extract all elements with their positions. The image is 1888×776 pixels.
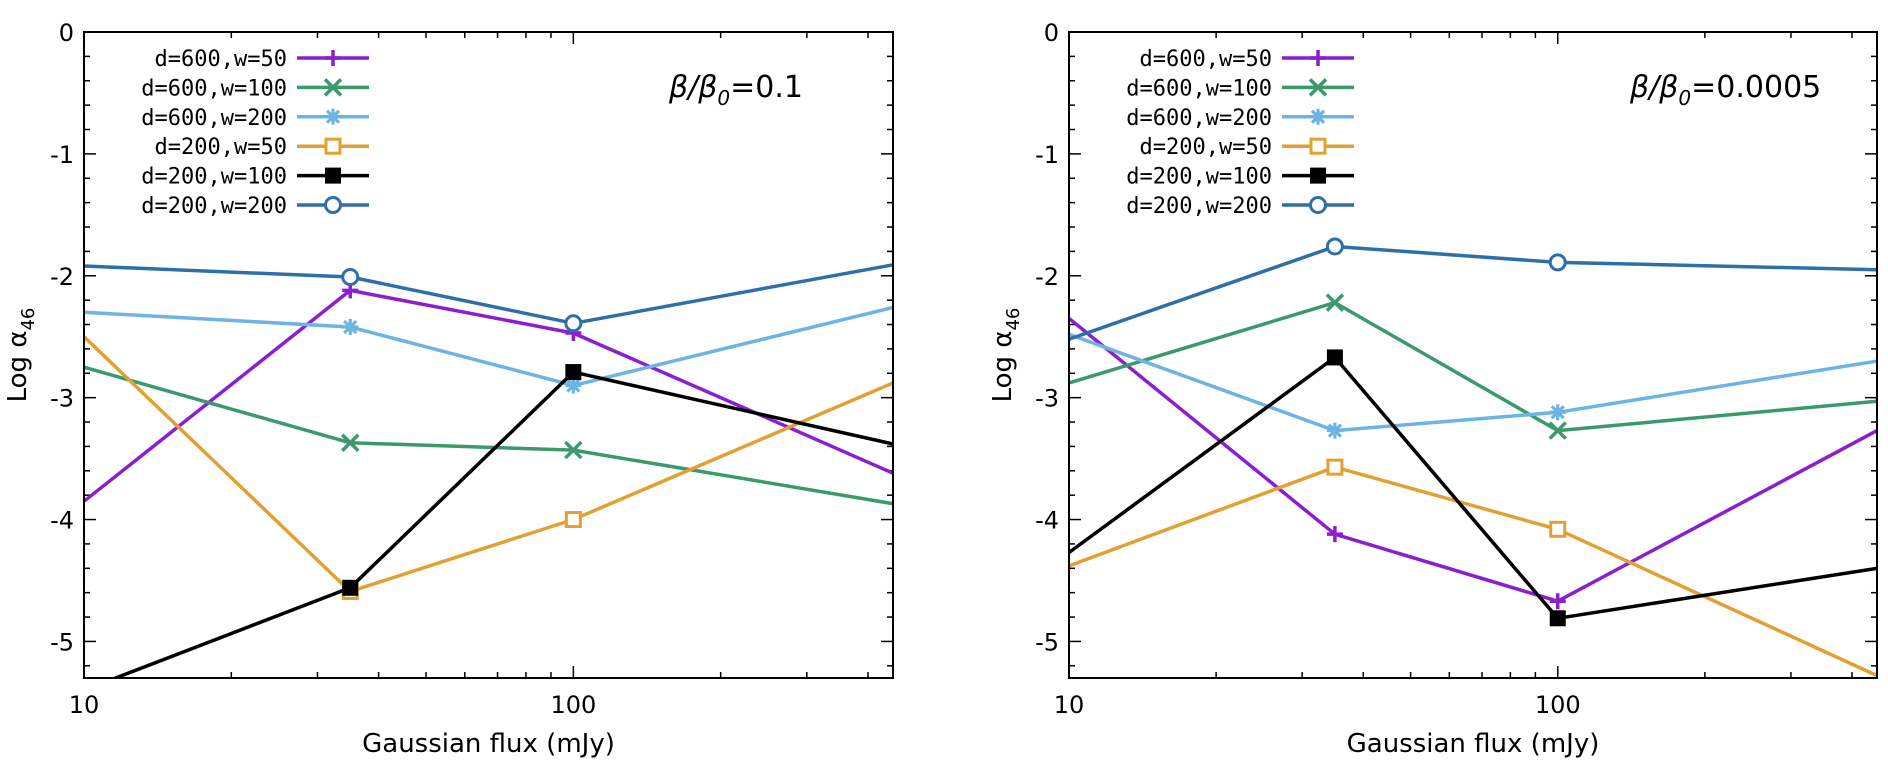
legend-marker-d=600,w=100 <box>323 78 343 97</box>
series-line-d=200,w=50 <box>84 335 893 594</box>
y-tick-label: -2 <box>1035 263 1059 291</box>
legend-marker-d=600,w=100 <box>1308 78 1328 97</box>
legend-marker-d=200,w=100 <box>1310 167 1326 184</box>
plot-area <box>84 263 893 678</box>
data-point-d=600,w=50 <box>1326 526 1343 543</box>
beta-subscript: 0 <box>717 86 730 110</box>
beta-value: =0.1 <box>730 70 803 105</box>
beta-annotation: β/β0=0.0005 <box>1629 70 1821 110</box>
legend-marker-d=200,w=100 <box>325 167 341 184</box>
y-tick-label: -5 <box>50 628 74 656</box>
data-point-d=600,w=100 <box>1548 421 1567 440</box>
legend-label: d=200,w=100 <box>141 165 287 190</box>
beta-symbol: β/β <box>668 70 717 105</box>
y-axis-title: Log α46 <box>988 308 1024 403</box>
data-point-d=200,w=50 <box>1549 520 1567 538</box>
data-point-d=600,w=200 <box>342 318 359 335</box>
y-tick-label: -1 <box>1035 141 1059 169</box>
beta-subscript: 0 <box>1678 86 1691 110</box>
chart-panel-2: 0 -1 -2 -3 -4 -5 10 100 Gaussian flux (mJy) Log α… <box>988 19 1878 759</box>
legend-label: d=600,w=100 <box>141 76 287 101</box>
data-point-d=600,w=100 <box>341 433 360 452</box>
y-tick-label: -4 <box>50 507 74 535</box>
data-point-d=600,w=200 <box>1549 404 1566 421</box>
plot-frame <box>1068 31 1878 679</box>
beta-symbol: β/β <box>1629 70 1678 105</box>
data-point-d=200,w=200 <box>341 267 360 286</box>
x-tick-label: 100 <box>1535 691 1581 719</box>
legend-marker-d=600,w=50 <box>1310 50 1326 66</box>
data-point-d=200,w=50 <box>1326 458 1344 476</box>
series-line-d=200,w=200 <box>84 263 893 326</box>
series-line-d=600,w=100 <box>1069 300 1877 433</box>
legend-label: d=600,w=200 <box>141 106 287 131</box>
legend-label: d=600,w=200 <box>1126 106 1272 131</box>
y-axis-title-subscript: 46 <box>1003 308 1024 331</box>
data-point-d=600,w=200 <box>1326 422 1343 439</box>
legend-label: d=200,w=100 <box>1126 165 1272 190</box>
plot-area <box>1069 237 1877 678</box>
chart-panel-1: 0 -1 -2 -3 -4 -5 10 100 Gaussian flux (mJy) Log α… <box>3 19 894 759</box>
beta-value: =0.0005 <box>1691 70 1821 105</box>
series-line-d=200,w=100 <box>1069 355 1877 621</box>
legend-marker-d=200,w=50 <box>1309 137 1327 155</box>
data-point-d=200,w=100 <box>565 364 582 381</box>
y-tick-label: -1 <box>50 141 74 169</box>
x-tick-label: 100 <box>550 691 596 719</box>
y-tick-label: -2 <box>50 263 74 291</box>
legend-marker-d=600,w=200 <box>1310 108 1326 125</box>
legend-label: d=200,w=200 <box>1126 194 1272 219</box>
series-line-d=600,w=100 <box>84 365 893 506</box>
legend: d=600,w=50 d=600,w=100 d=600,w=200 d=200,w=… <box>1126 47 1354 219</box>
y-tick-label: -3 <box>50 385 74 413</box>
data-point-d=600,w=100 <box>1325 293 1345 312</box>
legend-label: d=200,w=200 <box>141 194 287 219</box>
data-point-d=200,w=200 <box>564 314 583 333</box>
legend-label: d=600,w=50 <box>1140 47 1272 72</box>
series-line-d=600,w=50 <box>84 288 893 503</box>
data-point-d=600,w=100 <box>564 440 583 460</box>
x-axis-title: Gaussian flux (mJy) <box>1347 729 1600 759</box>
x-tick-label: 10 <box>1054 691 1085 719</box>
y-tick-label: 0 <box>1044 19 1059 47</box>
series-line-d=200,w=100 <box>110 370 893 678</box>
x-axis-title: Gaussian flux (mJy) <box>362 729 615 759</box>
legend-label: d=200,w=50 <box>155 135 287 160</box>
legend-marker-d=600,w=200 <box>325 108 341 125</box>
y-axis-title-main: Log α <box>988 331 1018 403</box>
data-point-d=600,w=50 <box>1549 593 1566 610</box>
y-axis-title: Log α46 <box>3 308 39 403</box>
plot-frame <box>83 31 894 679</box>
series-line-d=200,w=200 <box>1069 244 1877 341</box>
data-point-d=200,w=100 <box>1326 349 1343 366</box>
legend-label: d=600,w=50 <box>155 47 287 72</box>
y-tick-label: 0 <box>59 19 74 47</box>
series-line-d=600,w=200 <box>84 305 893 388</box>
legend-label: d=600,w=100 <box>1126 76 1272 101</box>
legend-label: d=200,w=50 <box>1140 135 1272 160</box>
data-point-d=600,w=200 <box>565 377 582 394</box>
series-line-d=200,w=50 <box>1069 465 1877 678</box>
series-line-d=600,w=50 <box>1069 317 1877 603</box>
data-point-d=200,w=200 <box>1325 237 1344 256</box>
legend-marker-d=200,w=200 <box>1309 196 1327 214</box>
data-point-d=200,w=100 <box>342 579 359 596</box>
y-tick-label: -5 <box>1035 628 1059 656</box>
legend-marker-d=200,w=200 <box>324 196 342 214</box>
legend: d=600,w=50 d=600,w=100 d=600,w=200 d=200,w=… <box>141 47 369 219</box>
y-axis-title-subscript: 46 <box>18 308 39 331</box>
y-tick-label: -3 <box>1035 385 1059 413</box>
beta-annotation: β/β0=0.1 <box>668 70 803 110</box>
y-tick-label: -4 <box>1035 507 1059 535</box>
series-line-d=600,w=200 <box>1069 332 1877 433</box>
legend-marker-d=600,w=50 <box>325 50 341 66</box>
data-point-d=200,w=100 <box>1549 610 1566 627</box>
y-axis-title-main: Log α <box>3 331 33 403</box>
x-tick-label: 10 <box>69 691 100 719</box>
data-point-d=200,w=50 <box>564 511 582 529</box>
data-point-d=200,w=200 <box>1548 253 1567 272</box>
legend-marker-d=200,w=50 <box>324 137 342 155</box>
